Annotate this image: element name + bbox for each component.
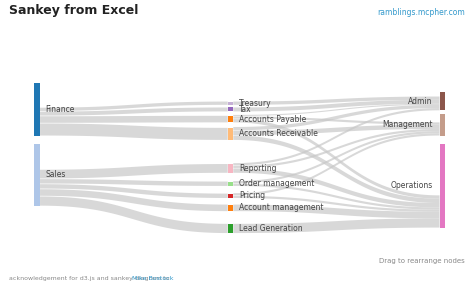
Bar: [439, 144, 445, 228]
Polygon shape: [233, 129, 439, 168]
Bar: [228, 107, 233, 111]
Bar: [439, 92, 445, 110]
Polygon shape: [40, 196, 228, 233]
Polygon shape: [40, 179, 228, 186]
Text: Treasury: Treasury: [239, 99, 272, 108]
Text: ramblings.mcpher.com: ramblings.mcpher.com: [377, 8, 465, 17]
Text: Reporting: Reporting: [239, 164, 276, 173]
Text: Order management: Order management: [239, 179, 314, 188]
Text: Finance: Finance: [46, 105, 75, 114]
Polygon shape: [233, 117, 439, 125]
Text: acknowledgement for d3.js and sankey diagram to: acknowledgement for d3.js and sankey dia…: [9, 276, 171, 281]
Polygon shape: [233, 97, 439, 105]
Polygon shape: [233, 196, 439, 212]
Bar: [439, 114, 445, 136]
Bar: [228, 194, 233, 198]
Text: Accounts Receivable: Accounts Receivable: [239, 129, 318, 139]
Bar: [228, 224, 233, 233]
Bar: [35, 83, 40, 136]
Polygon shape: [40, 107, 228, 116]
Polygon shape: [233, 125, 439, 135]
Polygon shape: [233, 108, 439, 165]
Polygon shape: [233, 100, 439, 111]
Polygon shape: [233, 104, 439, 116]
Bar: [228, 116, 233, 122]
Text: Mike Bostock: Mike Bostock: [132, 276, 173, 281]
Polygon shape: [233, 168, 439, 207]
Text: Operations: Operations: [390, 182, 433, 190]
Polygon shape: [40, 164, 228, 178]
Bar: [228, 101, 233, 105]
Polygon shape: [40, 116, 228, 123]
Polygon shape: [233, 205, 439, 218]
Bar: [228, 182, 233, 186]
Text: Account management: Account management: [239, 203, 323, 212]
Text: Pricing: Pricing: [239, 191, 265, 200]
Bar: [228, 164, 233, 173]
Text: Drag to rearrange nodes: Drag to rearrange nodes: [379, 258, 465, 264]
Text: Lead Generation: Lead Generation: [239, 224, 302, 233]
Text: Management: Management: [382, 120, 433, 129]
Text: Tax: Tax: [239, 105, 252, 114]
Polygon shape: [233, 184, 439, 209]
Polygon shape: [40, 101, 228, 111]
Polygon shape: [233, 119, 439, 199]
Polygon shape: [233, 131, 439, 183]
Bar: [228, 128, 233, 140]
Polygon shape: [233, 218, 439, 233]
Polygon shape: [233, 105, 439, 130]
Polygon shape: [40, 123, 228, 140]
Polygon shape: [40, 184, 228, 198]
Bar: [228, 205, 233, 211]
Text: Accounts Payable: Accounts Payable: [239, 115, 306, 124]
Text: Sales: Sales: [46, 170, 66, 180]
Polygon shape: [40, 189, 228, 211]
Polygon shape: [233, 133, 439, 195]
Bar: [35, 144, 40, 206]
Text: Admin: Admin: [408, 97, 433, 105]
Text: Sankey from Excel: Sankey from Excel: [9, 4, 138, 17]
Polygon shape: [233, 136, 439, 203]
